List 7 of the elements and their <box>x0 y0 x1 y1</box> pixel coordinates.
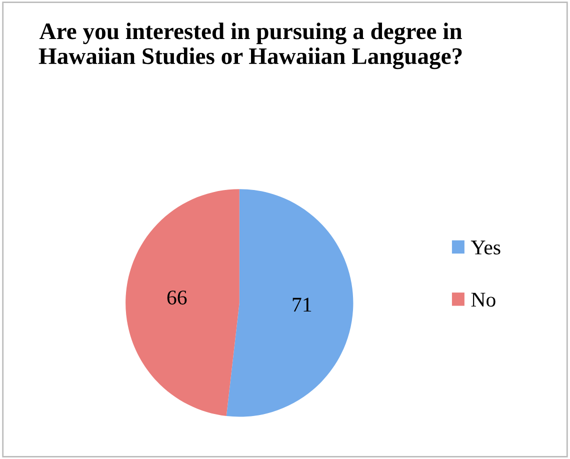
data-label: 71 <box>292 298 312 312</box>
pie-slice <box>126 189 240 416</box>
data-label: 66 <box>167 290 187 305</box>
pie-slice <box>226 189 354 417</box>
legend-label: Yes <box>470 240 500 254</box>
legend-label: No <box>471 292 496 307</box>
chart-title: Are you interested in pursuing a degree in Hawaiian Studies or Hawaiian Language? <box>38 22 462 70</box>
